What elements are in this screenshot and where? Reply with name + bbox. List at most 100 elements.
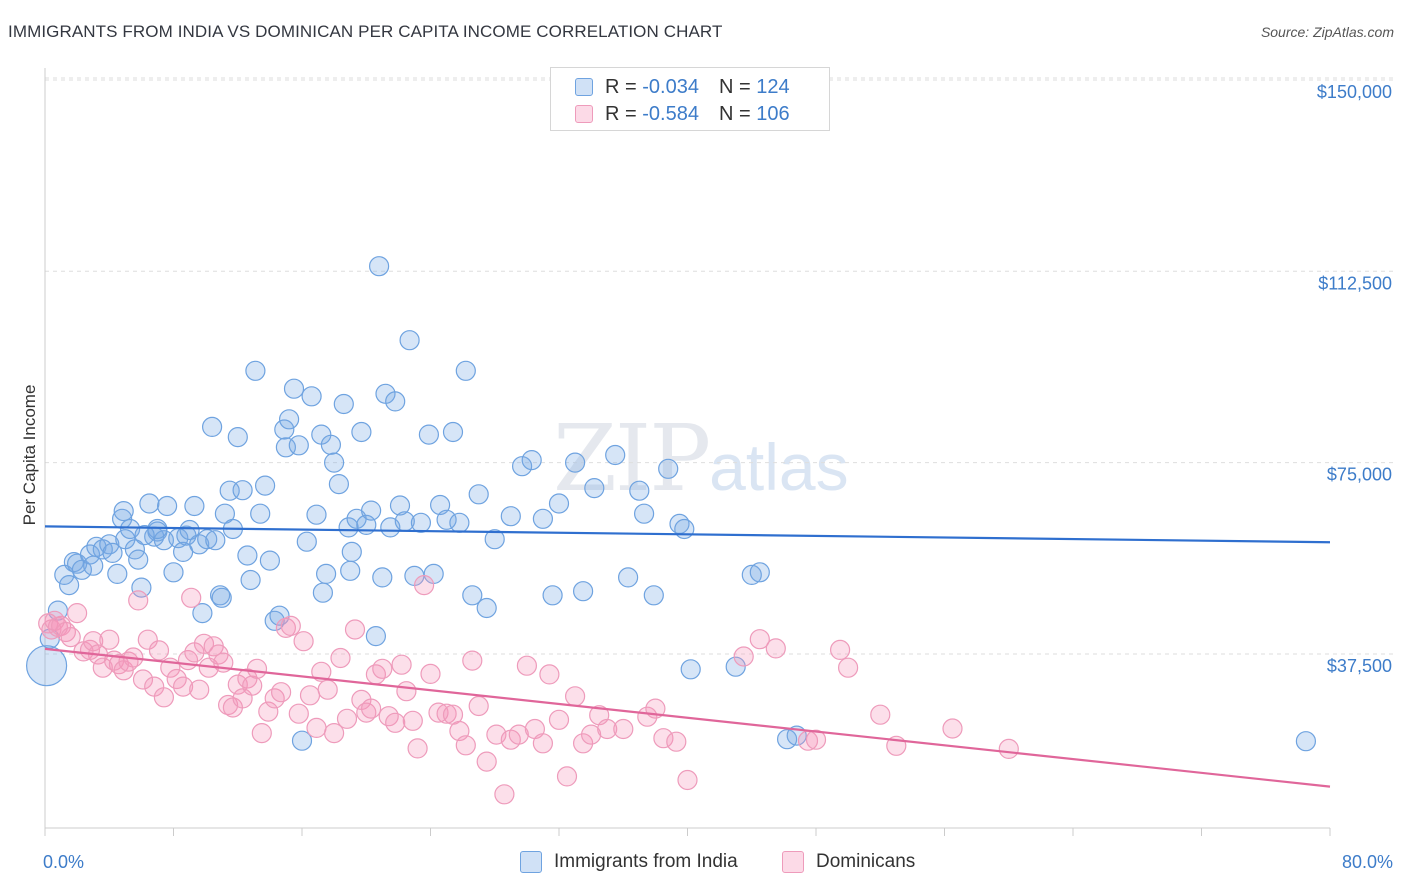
india-point (521, 450, 542, 471)
dominican-point (372, 658, 393, 679)
dominican-point (288, 703, 309, 724)
dominican-point (805, 729, 827, 750)
india-point (179, 519, 200, 541)
india-point (211, 587, 232, 608)
india-point (269, 605, 290, 626)
india-point (197, 529, 218, 550)
dominican-point (66, 602, 88, 624)
india-point (680, 659, 701, 680)
india-point (658, 458, 679, 479)
india-point (291, 730, 313, 751)
dominican-point (677, 769, 698, 791)
india-point (511, 456, 533, 477)
dominican-point (428, 702, 449, 723)
watermark-sub: atlas (709, 430, 849, 504)
dominican-point (829, 639, 851, 661)
dominican-point (317, 679, 338, 700)
india-point (410, 512, 431, 533)
legend-n-label: N = (718, 75, 751, 98)
dominican-point (361, 698, 382, 719)
india-point (255, 475, 276, 496)
india-point (275, 437, 296, 458)
india-point (617, 567, 639, 588)
axis-layer (44, 68, 1331, 836)
watermark-main: ZIP (553, 405, 711, 512)
legend-n-value: 106 (756, 102, 790, 125)
india-point (333, 393, 354, 415)
india-point (430, 494, 451, 516)
india-point (674, 518, 695, 540)
dominican-point (508, 724, 529, 745)
india-point (288, 435, 309, 456)
india-point (328, 474, 349, 495)
india-point (128, 549, 149, 570)
india-point (338, 517, 359, 538)
india-point (1295, 731, 1317, 752)
dominican-point (548, 709, 570, 730)
india-point (139, 493, 160, 514)
india-point (113, 501, 134, 522)
dominican-point (765, 638, 786, 659)
india-point (484, 529, 505, 550)
dominican-point (181, 587, 202, 608)
dominican-point (189, 679, 210, 700)
india-point (369, 256, 390, 277)
dominican-point (137, 629, 158, 650)
india-point (240, 569, 261, 591)
dominican-point (468, 695, 489, 717)
legend-n-value: 124 (756, 75, 790, 98)
india-point (245, 360, 266, 381)
india-point (741, 564, 762, 586)
dominican-point (324, 722, 345, 744)
dominican-point (564, 686, 586, 707)
dominican-point (280, 615, 301, 637)
dominican-point (396, 681, 417, 702)
india-trend-line (44, 525, 1331, 544)
india-point (532, 508, 554, 529)
dominican-point (998, 738, 1019, 760)
india-point (361, 500, 382, 521)
india-point (202, 416, 223, 437)
india-point (131, 577, 152, 598)
legend-r-label: R = (605, 102, 637, 125)
dominican-point (532, 733, 554, 754)
dominican-point (516, 655, 538, 676)
bottom-legend-india: Immigrants from India (520, 851, 738, 873)
label-layer: $37,500 $75,000 $112,500 $150,000 0.0% 80.0% P… (20, 82, 1393, 872)
dominican-point (494, 784, 515, 805)
india-point (283, 378, 305, 399)
dominican-point (299, 685, 321, 706)
dominican-point (414, 574, 435, 596)
india-point (320, 434, 341, 455)
india-point (629, 480, 650, 501)
y-tick-label: $112,500 (1318, 273, 1392, 293)
india-point (341, 541, 362, 563)
india-point (340, 560, 361, 581)
dominican-point (258, 701, 279, 722)
india-point (418, 424, 439, 445)
india-point (564, 452, 586, 473)
y-tick-label: $37,500 (1327, 656, 1392, 676)
dominican-point (242, 675, 263, 696)
dominican-point (60, 626, 81, 648)
india-point (279, 409, 300, 430)
dominican-point (306, 717, 327, 739)
dominican-point (407, 738, 428, 759)
india-point (365, 625, 386, 647)
india-point (389, 495, 411, 516)
dominican-point (385, 712, 406, 733)
watermark: ZIPatlas (553, 405, 849, 512)
chart-source: Source: ZipAtlas.com (1260, 24, 1394, 40)
dominican-point (733, 646, 754, 667)
dominican-point (613, 718, 634, 740)
y-tick-label: $150,000 (1317, 82, 1392, 102)
india-points (25, 256, 1317, 752)
india-point (442, 421, 464, 443)
dominican-point (83, 631, 104, 652)
india-point (633, 503, 655, 524)
x-tick-label: 0.0% (43, 852, 84, 872)
dominican-point (132, 669, 154, 690)
x-tick-label: 80.0% (1342, 852, 1393, 872)
india-point (372, 567, 393, 588)
india-point (301, 386, 322, 407)
